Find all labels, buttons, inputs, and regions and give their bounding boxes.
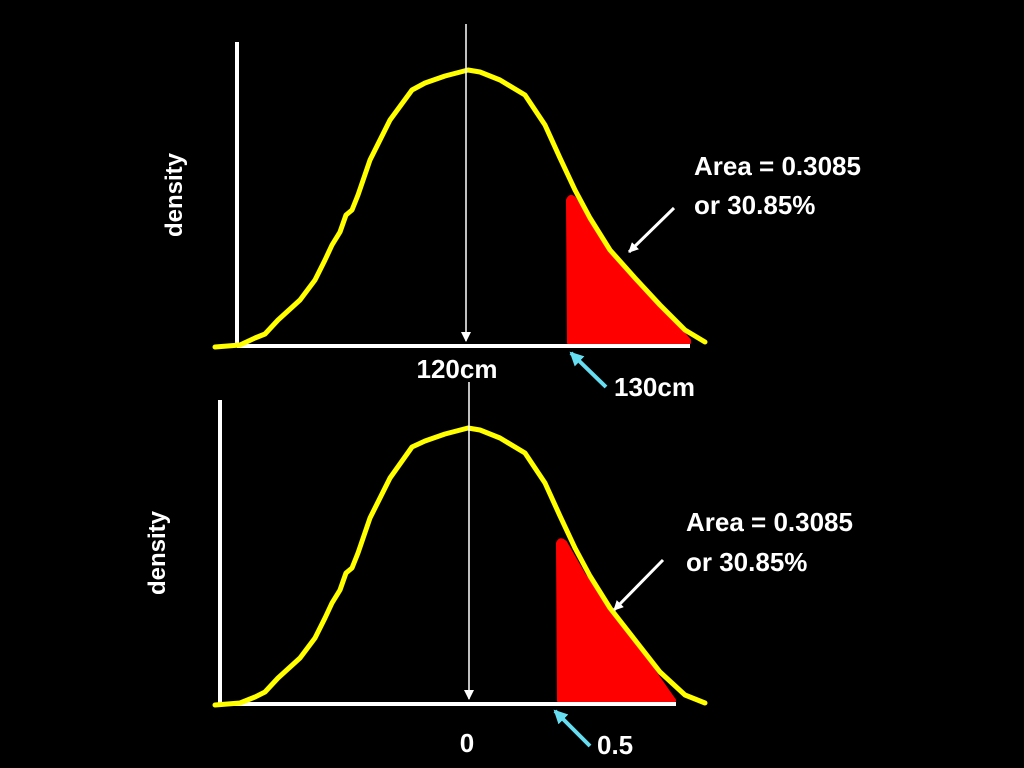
shaded-tail-area: [556, 538, 676, 702]
area-label-line1: Area = 0.3085: [694, 151, 861, 181]
cutoff-pointer-arrow: [569, 351, 608, 389]
area-label-line1: Area = 0.3085: [686, 507, 853, 537]
center-label: 0: [460, 728, 474, 758]
cutoff-pointer-arrow: [553, 709, 592, 748]
cutoff-label: 0.5: [597, 730, 633, 760]
cutoff-label: 130cm: [614, 372, 695, 402]
area-label-line2: or 30.85%: [694, 190, 815, 220]
area-pointer-arrow: [612, 558, 665, 612]
bottom-panel: density 0 0.5 Area = 0.3085 or 30.85%: [144, 382, 853, 760]
density-curve: [212, 67, 708, 350]
y-axis-label: density: [161, 152, 188, 237]
density-curve: [212, 425, 708, 708]
center-label: 120cm: [417, 354, 498, 384]
area-pointer-arrow: [627, 206, 676, 254]
top-panel: density 120cm 130cm Area = 0.3085 or 30.…: [161, 24, 861, 402]
y-axis-label: density: [144, 510, 171, 595]
area-label-line2: or 30.85%: [686, 547, 807, 577]
